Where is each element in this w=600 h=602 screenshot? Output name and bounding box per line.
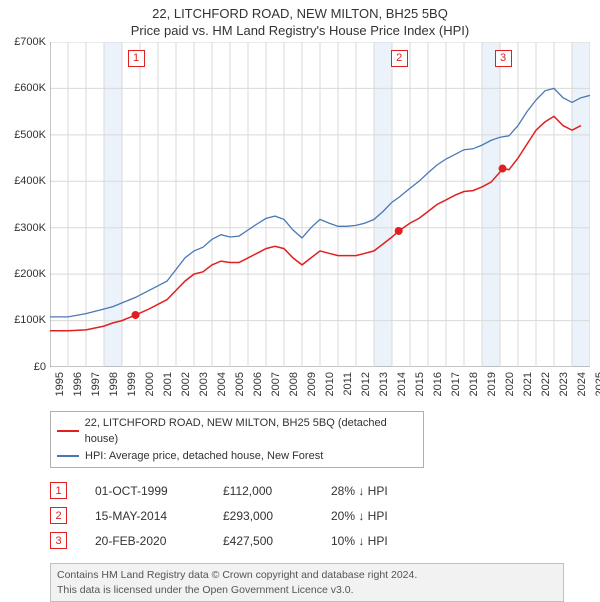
legend-row: HPI: Average price, detached house, New …	[57, 448, 417, 465]
x-axis-tick-label: 2013	[378, 372, 390, 396]
x-axis-tick-label: 1997	[90, 372, 102, 396]
y-axis-tick-label: £0	[34, 361, 46, 373]
y-axis-tick-label: £600K	[14, 82, 46, 94]
sale-marker-flag: 3	[495, 50, 512, 67]
legend: 22, LITCHFORD ROAD, NEW MILTON, BH25 5BQ…	[50, 411, 424, 469]
y-axis-tick-label: £200K	[14, 268, 46, 280]
x-axis-tick-label: 2025	[594, 372, 600, 396]
sales-row: 1 01-OCT-1999 £112,000 28% ↓ HPI	[50, 478, 600, 503]
chart-subtitle: Price paid vs. HM Land Registry's House …	[0, 23, 600, 42]
sale-date: 20-FEB-2020	[95, 534, 195, 548]
x-axis-tick-label: 2003	[198, 372, 210, 396]
x-axis-tick-label: 2017	[450, 372, 462, 396]
sale-price: £112,000	[223, 484, 303, 498]
y-axis-tick-label: £400K	[14, 175, 46, 187]
attribution-footer: Contains HM Land Registry data © Crown c…	[50, 563, 564, 601]
x-axis-tick-label: 2001	[162, 372, 174, 396]
sale-point-dot	[395, 227, 403, 235]
x-axis-tick-label: 2004	[216, 372, 228, 396]
x-axis-tick-label: 2014	[396, 372, 408, 396]
y-axis-tick-label: £300K	[14, 222, 46, 234]
chart-title: 22, LITCHFORD ROAD, NEW MILTON, BH25 5BQ	[0, 0, 600, 23]
x-axis-tick-label: 2011	[342, 372, 354, 396]
sale-point-dot	[132, 311, 140, 319]
x-axis-tick-label: 2018	[468, 372, 480, 396]
x-axis-tick-label: 2009	[306, 372, 318, 396]
x-axis-tick-label: 2021	[522, 372, 534, 396]
sales-table: 1 01-OCT-1999 £112,000 28% ↓ HPI 2 15-MAY-201…	[50, 478, 600, 553]
sale-marker-flag: 1	[128, 50, 145, 67]
sale-price: £427,500	[223, 534, 303, 548]
legend-label: HPI: Average price, detached house, New …	[85, 448, 323, 465]
sale-delta-vs-hpi: 28% ↓ HPI	[331, 484, 421, 498]
x-axis-tick-label: 1996	[72, 372, 84, 396]
x-axis-tick-label: 1995	[54, 372, 66, 396]
x-axis-tick-label: 2005	[234, 372, 246, 396]
x-axis-tick-label: 2023	[558, 372, 570, 396]
chart-container: 22, LITCHFORD ROAD, NEW MILTON, BH25 5BQ…	[0, 0, 600, 590]
x-axis-tick-label: 2006	[252, 372, 264, 396]
sale-marker-number: 2	[50, 507, 67, 524]
chart-plot-area: £0£100K£200K£300K£400K£500K£600K£700K199…	[50, 42, 590, 407]
x-axis-tick-label: 1999	[126, 372, 138, 396]
legend-label: 22, LITCHFORD ROAD, NEW MILTON, BH25 5BQ…	[85, 415, 417, 448]
x-axis-tick-label: 2019	[486, 372, 498, 396]
x-axis-tick-label: 2000	[144, 372, 156, 396]
sale-marker-number: 1	[50, 482, 67, 499]
x-axis-tick-label: 2022	[540, 372, 552, 396]
x-axis-tick-label: 2008	[288, 372, 300, 396]
x-axis-tick-label: 1998	[108, 372, 120, 396]
legend-swatch	[57, 430, 79, 432]
legend-row: 22, LITCHFORD ROAD, NEW MILTON, BH25 5BQ…	[57, 415, 417, 448]
x-axis-tick-label: 2010	[324, 372, 336, 396]
sale-marker-flag: 2	[391, 50, 408, 67]
x-axis-tick-label: 2007	[270, 372, 282, 396]
x-axis-tick-label: 2015	[414, 372, 426, 396]
legend-swatch	[57, 455, 79, 457]
x-axis-tick-label: 2012	[360, 372, 372, 396]
x-axis-tick-label: 2020	[504, 372, 516, 396]
sale-date: 01-OCT-1999	[95, 484, 195, 498]
y-axis-tick-label: £500K	[14, 129, 46, 141]
x-axis-tick-label: 2016	[432, 372, 444, 396]
sale-price: £293,000	[223, 509, 303, 523]
footer-line: Contains HM Land Registry data © Crown c…	[57, 568, 557, 582]
y-axis-tick-label: £100K	[14, 314, 46, 326]
sale-date: 15-MAY-2014	[95, 509, 195, 523]
sale-delta-vs-hpi: 20% ↓ HPI	[331, 509, 421, 523]
x-axis-tick-label: 2002	[180, 372, 192, 396]
sales-row: 3 20-FEB-2020 £427,500 10% ↓ HPI	[50, 528, 600, 553]
sale-point-dot	[499, 164, 507, 172]
x-axis-tick-label: 2024	[576, 372, 588, 396]
y-axis-tick-label: £700K	[14, 36, 46, 48]
sales-row: 2 15-MAY-2014 £293,000 20% ↓ HPI	[50, 503, 600, 528]
sale-delta-vs-hpi: 10% ↓ HPI	[331, 534, 421, 548]
sale-marker-number: 3	[50, 532, 67, 549]
